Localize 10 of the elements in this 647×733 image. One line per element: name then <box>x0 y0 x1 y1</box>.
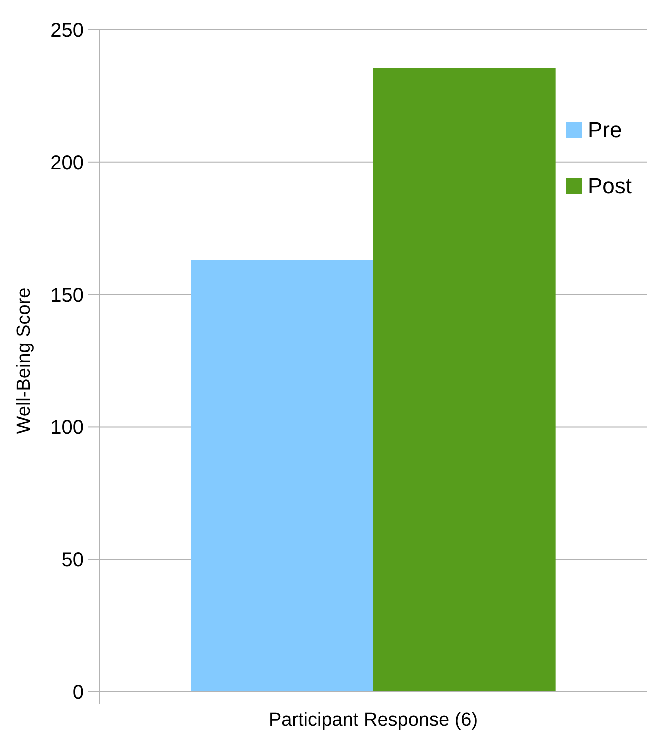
legend-label: Pre <box>588 118 622 143</box>
y-axis-title: Well-Being Score <box>14 288 35 434</box>
y-tick-label: 250 <box>50 20 84 42</box>
y-tick-label: 100 <box>50 417 84 440</box>
x-tick-label: Participant Response (6) <box>268 710 478 731</box>
y-tick-label: 150 <box>50 284 84 307</box>
y-tick-label: 0 <box>72 682 84 704</box>
y-tick-label: 200 <box>50 152 84 174</box>
legend-label: Post <box>588 174 632 199</box>
y-tick-label: 50 <box>62 550 84 572</box>
